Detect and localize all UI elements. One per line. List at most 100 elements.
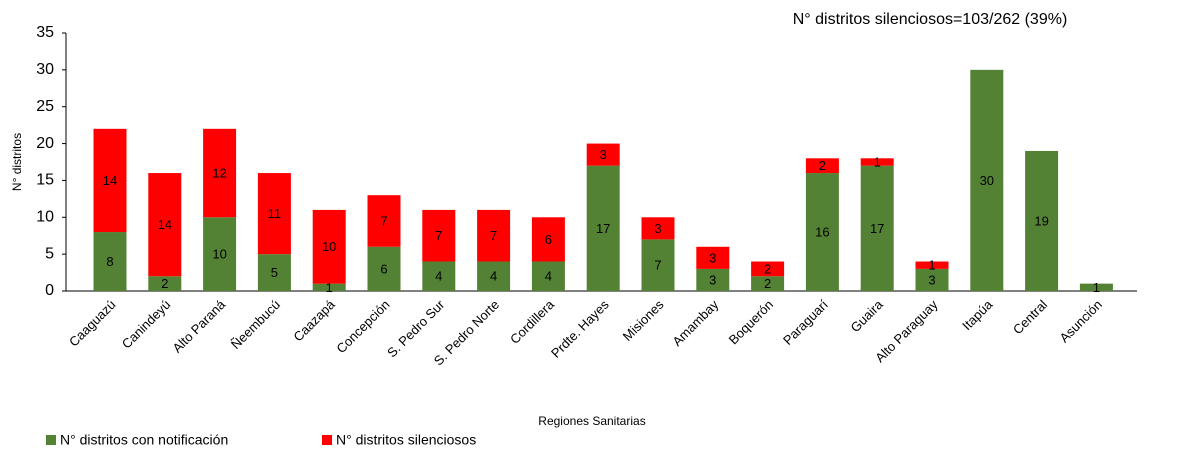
bar-segment <box>93 232 127 291</box>
x-tick-label: Ñeembucú <box>228 297 283 352</box>
data-label: 2 <box>764 276 771 291</box>
y-tick-label: 25 <box>36 98 54 115</box>
bar-segment <box>422 209 456 262</box>
data-label: 3 <box>600 147 607 162</box>
data-label: 4 <box>435 269 442 284</box>
data-label: 11 <box>268 206 282 221</box>
legend-swatch <box>46 435 56 445</box>
x-tick-label: Guaira <box>848 296 887 335</box>
x-tick-label: Prdte. Hayes <box>548 297 612 361</box>
x-tick-label: Itapúa <box>959 296 996 333</box>
data-label: 1 <box>326 280 333 295</box>
data-label: 17 <box>596 221 610 236</box>
data-label: 8 <box>106 254 113 269</box>
data-label: 3 <box>654 221 661 236</box>
bar-segment <box>531 261 565 291</box>
x-tick-label: Amambay <box>669 297 721 349</box>
bar-segment <box>422 261 456 291</box>
bar-segment <box>148 173 182 277</box>
data-label: 4 <box>490 269 497 284</box>
bar-segment <box>860 165 894 291</box>
x-tick-label: Caaguazú <box>66 297 119 350</box>
bar-segment <box>641 239 675 291</box>
x-tick-label: Asunción <box>1057 297 1105 345</box>
data-label: 10 <box>212 247 226 262</box>
data-label: 3 <box>709 272 716 287</box>
data-label: 17 <box>870 221 884 236</box>
y-tick-label: 35 <box>36 24 54 41</box>
bar-segment <box>312 209 346 284</box>
x-tick-label: Caazapá <box>290 296 338 344</box>
bar-segment <box>367 246 401 291</box>
y-tick-label: 15 <box>36 172 54 189</box>
bar-segment <box>203 128 237 218</box>
bar-segment <box>257 173 291 255</box>
y-tick-label: 5 <box>45 245 54 262</box>
legend-label: N° distritos silenciosos <box>336 432 476 448</box>
legend-swatch <box>322 435 332 445</box>
x-tick-label: Cordillera <box>507 296 557 346</box>
x-tick-label: Misiones <box>620 297 667 344</box>
x-tick-label: Boquerón <box>726 297 776 347</box>
data-label: 7 <box>435 228 442 243</box>
x-tick-label: Canindeyú <box>119 297 174 352</box>
data-label: 5 <box>271 265 278 280</box>
bar-segment <box>93 128 127 233</box>
y-tick-label: 0 <box>45 282 54 299</box>
data-label: 4 <box>545 269 552 284</box>
y-tick-label: 30 <box>36 61 54 78</box>
bar-segment <box>805 173 839 291</box>
bar-segment <box>477 209 511 262</box>
bar-segment <box>257 254 291 291</box>
bar-segment <box>751 276 785 291</box>
annotation: N° distritos silenciosos=103/262 (39%) <box>793 11 1068 28</box>
x-tick-label: Concepción <box>333 297 392 356</box>
data-label: 30 <box>980 173 994 188</box>
y-axis-label: N° distritos <box>10 133 24 191</box>
bar-segment <box>1079 283 1113 291</box>
legend-label: N° distritos con notificación <box>60 432 228 448</box>
bar-segment <box>751 261 785 277</box>
data-label: 1 <box>1093 280 1100 295</box>
bar-segment <box>641 217 675 240</box>
data-label: 3 <box>709 250 716 265</box>
bar-segment <box>531 217 565 262</box>
bar-segment <box>203 217 237 291</box>
bar-segment <box>312 283 346 291</box>
data-label: 14 <box>103 173 117 188</box>
data-label: 7 <box>654 258 661 273</box>
data-label: 6 <box>545 232 552 247</box>
bar-segment <box>696 246 730 269</box>
bar-segment <box>915 268 949 291</box>
data-label: 2 <box>764 261 771 276</box>
data-label: 7 <box>380 213 387 228</box>
x-tick-label: Central <box>1010 297 1050 337</box>
data-label: 16 <box>815 224 829 239</box>
bar-segment <box>805 158 839 174</box>
data-label: 2 <box>819 158 826 173</box>
bar-segment <box>586 143 620 166</box>
bar-segment <box>586 165 620 291</box>
data-label: 7 <box>490 228 497 243</box>
data-label: 10 <box>322 239 336 254</box>
bar-segment <box>477 261 511 291</box>
bar-segment <box>696 268 730 291</box>
y-tick-label: 10 <box>36 209 54 226</box>
data-label: 1 <box>874 154 881 169</box>
data-label: 3 <box>928 272 935 287</box>
data-label: 19 <box>1034 213 1048 228</box>
x-tick-label: Paraguarí <box>780 297 831 348</box>
bar-segment <box>367 195 401 247</box>
bar-segment <box>970 69 1004 291</box>
y-tick-label: 20 <box>36 135 54 152</box>
x-axis-label: Regiones Sanitarias <box>538 414 645 428</box>
bar-segment <box>1025 150 1059 291</box>
data-label: 1 <box>928 258 935 273</box>
bar-segment <box>915 261 949 269</box>
data-label: 12 <box>212 165 226 180</box>
data-label: 14 <box>158 217 172 232</box>
bar-segment <box>860 158 894 166</box>
data-label: 6 <box>380 261 387 276</box>
data-label: 2 <box>161 276 168 291</box>
